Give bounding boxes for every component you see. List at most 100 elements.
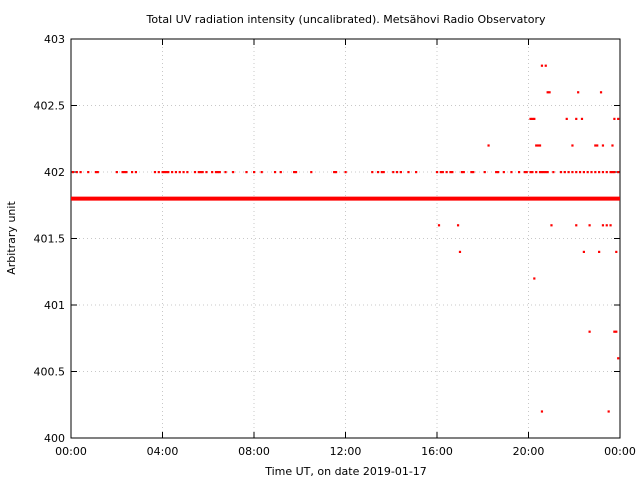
data-point — [580, 117, 584, 120]
data-point — [596, 144, 599, 147]
data-point — [205, 171, 208, 174]
chart-title: Total UV radiation intensity (uncalibrat… — [146, 13, 546, 26]
x-tick-label: 00:00 — [55, 445, 87, 458]
data-point — [575, 117, 578, 120]
y-axis: 400 400.5 401 401.5 402 402.5 403 — [34, 33, 620, 445]
data-point — [544, 171, 547, 174]
data-point — [483, 171, 486, 174]
data-point — [611, 171, 614, 174]
data-point — [439, 171, 443, 174]
data-point — [134, 171, 138, 174]
data-point — [611, 144, 614, 147]
plot-frame — [70, 38, 621, 439]
data-point — [167, 171, 170, 174]
data-point — [253, 171, 256, 174]
data-point — [599, 91, 603, 94]
data-point — [171, 171, 174, 174]
data-point — [260, 171, 263, 174]
data-point — [538, 144, 542, 147]
data-point — [376, 171, 380, 174]
data-point — [157, 171, 160, 174]
data-point — [615, 250, 618, 253]
data-point — [578, 171, 582, 174]
data-series — [71, 64, 620, 413]
data-point — [458, 250, 462, 253]
data-point — [567, 171, 570, 174]
data-point — [399, 171, 402, 174]
data-point — [531, 171, 534, 174]
x-axis-label: Time UT, on date 2019-01-17 — [264, 465, 427, 478]
data-point — [445, 171, 448, 174]
data-point — [451, 171, 454, 174]
data-point — [245, 171, 248, 174]
y-tick-label: 403 — [44, 33, 65, 46]
data-point — [582, 171, 585, 174]
data-point — [575, 224, 578, 227]
data-point — [371, 171, 374, 174]
data-point — [607, 410, 610, 413]
data-point — [563, 171, 566, 174]
data-point — [395, 171, 399, 174]
data-point — [163, 171, 166, 174]
data-point — [79, 171, 82, 174]
data-point — [540, 171, 544, 174]
data-point — [165, 171, 168, 174]
data-point — [565, 117, 568, 120]
data-point — [115, 171, 118, 174]
data-point — [462, 171, 465, 174]
data-point — [537, 144, 540, 147]
data-point — [542, 171, 545, 174]
data-point — [609, 224, 612, 227]
data-point — [193, 171, 197, 174]
data-point — [218, 171, 221, 174]
data-point — [334, 171, 338, 174]
data-point — [523, 171, 526, 174]
x-tick-label: 20:00 — [513, 445, 545, 458]
data-point — [540, 64, 544, 67]
data-point — [456, 224, 460, 227]
data-point — [293, 171, 296, 174]
data-point — [178, 171, 181, 174]
data-point — [559, 171, 563, 174]
data-point — [601, 224, 605, 227]
data-point — [529, 171, 532, 174]
data-point — [182, 171, 185, 174]
data-point — [214, 171, 218, 174]
data-point — [415, 171, 418, 174]
data-point — [571, 144, 574, 147]
data-point — [197, 171, 200, 174]
x-tick-label: 08:00 — [238, 445, 270, 458]
data-point — [617, 117, 620, 120]
data-point — [590, 171, 593, 174]
x-tick-label: 04:00 — [147, 445, 179, 458]
data-point — [588, 330, 591, 333]
data-point — [75, 171, 78, 174]
data-point — [601, 144, 605, 147]
data-point — [131, 171, 134, 174]
data-point — [548, 91, 551, 94]
data-point — [605, 171, 608, 174]
data-point — [535, 144, 538, 147]
data-point — [436, 171, 439, 174]
data-point — [546, 91, 549, 94]
data-point — [161, 171, 164, 174]
data-point — [344, 171, 347, 174]
data-point — [174, 171, 178, 174]
data-point — [538, 171, 542, 174]
data-point — [550, 224, 553, 227]
y-tick-label: 402 — [44, 166, 65, 179]
data-point — [598, 250, 601, 253]
data-point — [201, 171, 204, 174]
data-point — [487, 144, 490, 147]
data-point — [540, 410, 544, 413]
data-point — [472, 171, 475, 174]
y-axis-label: Arbitrary unit — [5, 201, 18, 275]
data-point — [605, 224, 608, 227]
data-point — [544, 64, 547, 67]
data-point — [460, 171, 463, 174]
data-point — [470, 171, 473, 174]
data-point — [495, 171, 498, 174]
data-point — [594, 171, 597, 174]
data-point — [577, 91, 580, 94]
y-tick-label: 400 — [44, 432, 65, 445]
